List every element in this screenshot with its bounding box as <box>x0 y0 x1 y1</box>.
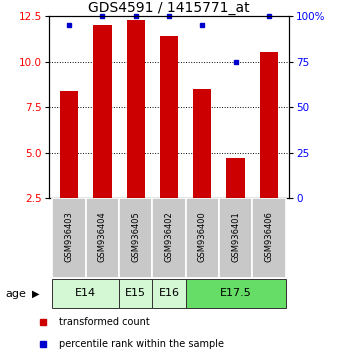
Text: GSM936402: GSM936402 <box>165 211 173 262</box>
Text: GSM936404: GSM936404 <box>98 211 107 262</box>
Bar <box>52 280 119 308</box>
Bar <box>93 25 112 198</box>
Bar <box>226 158 245 198</box>
Text: GSM936405: GSM936405 <box>131 211 140 262</box>
Bar <box>152 280 186 308</box>
Bar <box>160 36 178 198</box>
Text: GSM936406: GSM936406 <box>265 211 273 262</box>
Bar <box>219 198 252 278</box>
Bar <box>60 91 78 198</box>
Text: GSM936403: GSM936403 <box>65 211 73 262</box>
Text: percentile rank within the sample: percentile rank within the sample <box>59 339 224 349</box>
Bar <box>186 280 286 308</box>
Bar <box>119 280 152 308</box>
Text: transformed count: transformed count <box>59 317 150 327</box>
Text: E15: E15 <box>125 288 146 298</box>
Bar <box>126 21 145 198</box>
Bar <box>252 198 286 278</box>
Bar <box>260 52 278 198</box>
Text: ▶: ▶ <box>32 289 40 299</box>
Text: E17.5: E17.5 <box>220 288 251 298</box>
Bar <box>119 198 152 278</box>
Text: GSM936401: GSM936401 <box>231 211 240 262</box>
Bar <box>52 198 86 278</box>
Text: age: age <box>5 289 26 299</box>
Text: GSM936400: GSM936400 <box>198 211 207 262</box>
Bar <box>193 89 212 198</box>
Bar <box>186 198 219 278</box>
Text: E16: E16 <box>159 288 179 298</box>
Text: E14: E14 <box>75 288 96 298</box>
Bar <box>152 198 186 278</box>
Title: GDS4591 / 1415771_at: GDS4591 / 1415771_at <box>88 1 250 15</box>
Bar <box>86 198 119 278</box>
